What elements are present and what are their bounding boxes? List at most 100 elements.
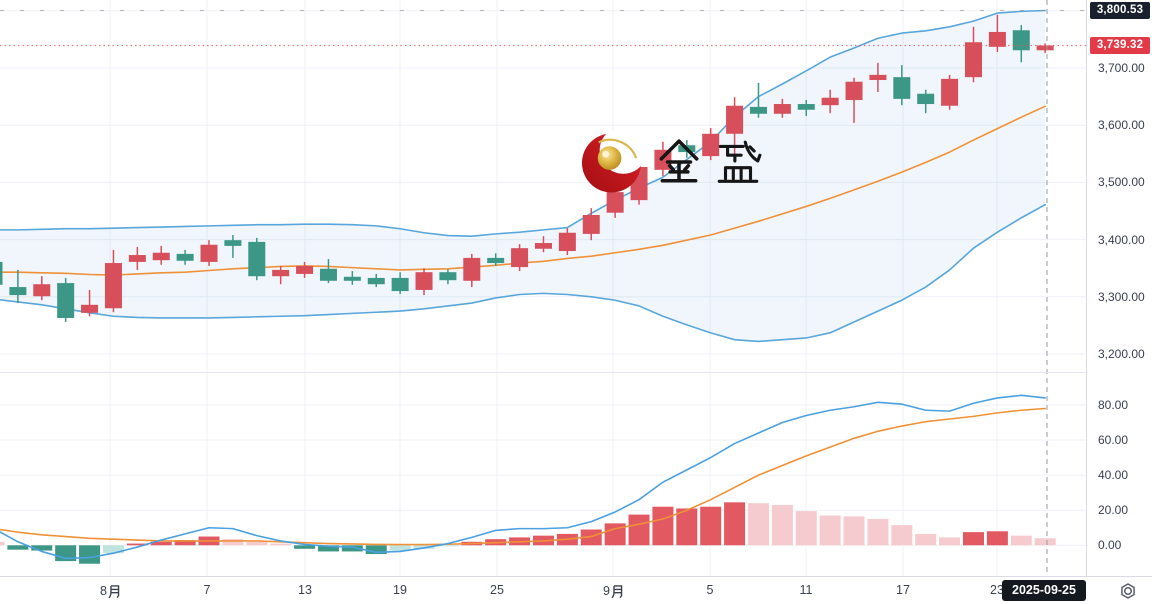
candle-body [678,145,696,153]
price-chart-canvas[interactable]: 金 盛 [0,0,1086,576]
candle-body [296,265,314,274]
histogram-bar [79,545,101,564]
histogram-bar [294,545,316,549]
price-axis-label: 3,600.00 [1098,118,1145,133]
band-value-badge: 3,800.53 [1090,1,1150,19]
bollinger-upper-line [0,9,1046,237]
histogram-bar [389,545,411,551]
candle-body [104,263,122,309]
candle-body [9,287,27,296]
histogram-bar [843,516,865,546]
histogram-bar [771,504,793,546]
candle-body [0,261,3,285]
candle-body [988,31,1006,47]
candle-body [487,257,505,264]
histogram-bar [867,518,889,546]
time-axis-tick: 5 [706,583,714,597]
histogram-bar [246,541,268,546]
candle-body [57,283,75,318]
bollinger-fill [0,10,1046,342]
candle-body [773,104,791,114]
candle-body [630,166,648,201]
indicator-axis-label: 40.00 [1098,468,1129,483]
histogram-bar [962,532,984,546]
candle-body [224,240,242,246]
pane-separator[interactable] [0,372,1152,373]
price-axis-label: 3,300.00 [1098,289,1145,304]
bollinger-lower-line [0,203,1046,343]
histogram-bar [747,503,769,546]
price-axis[interactable]: 3,700.00 3,600.00 3,500.00 3,400.00 3,300.00… [1086,0,1152,604]
candle-body [702,133,720,157]
time-axis-tick: 7 [203,583,211,597]
candle-body [558,232,576,252]
candle-body [654,149,672,170]
candle-body [176,253,194,261]
price-axis-label: 3,700.00 [1098,61,1145,75]
candle-body [248,241,266,277]
indicator-axis-label: 80.00 [1098,397,1129,412]
histogram-bar [1010,535,1032,546]
crosshair-date-badge: 2025-09-25 [1002,580,1086,601]
time-axis-tick: 11 [799,583,813,597]
time-axis-tick: 9 [603,583,623,599]
candle-body [1036,45,1054,51]
candle-body [797,104,815,110]
indicator-axis-label: 60.00 [1098,433,1129,448]
price-axis-label: 3,200.00 [1098,347,1145,361]
candle-body [964,42,982,78]
candle-body [606,192,624,213]
candle-body [272,269,290,277]
histogram-bar [341,545,363,552]
histogram-bar [604,523,626,546]
candle-body [749,106,767,114]
candle-body [391,277,409,292]
time-axis-tick: 13 [298,583,312,597]
candle-body [917,93,935,105]
histogram-bar [1034,538,1056,546]
candle-body [463,257,481,281]
time-axis[interactable]: 8 7 13 19 25 9 5 11 17 23 2025-09-25 [0,576,1152,604]
candle-body [845,81,863,101]
histogram-bar [986,531,1008,546]
candle-body [582,215,600,234]
candle-body [128,255,146,262]
price-axis-label: 3,400.00 [1098,232,1145,247]
histogram-bar [150,541,172,546]
indicator-fast-line [0,394,1046,560]
candle-body [33,284,51,297]
histogram-bar [7,545,29,550]
indicator-slow-line [0,407,1046,546]
histogram-bar [795,511,817,546]
histogram-bar [700,506,722,546]
histogram-bar [628,514,650,546]
indicator-axis-label: 0.00 [1098,538,1122,553]
candle-body [869,74,887,81]
candle-body [1012,30,1030,51]
histogram-bar [365,545,387,555]
settings-gear-icon[interactable] [1119,582,1137,600]
chart-plot[interactable] [0,0,1086,576]
month-character-glyph [611,585,623,599]
histogram-bar [270,543,292,546]
histogram-bar [413,545,435,549]
candle-body [343,276,361,281]
histogram-bar [676,508,698,546]
histogram-bar [580,529,602,546]
histogram-bar [891,525,913,546]
histogram-bar [437,545,459,547]
candle-body [81,304,99,313]
histogram-bar [222,539,244,546]
histogram-bar [652,506,674,546]
histogram-bar [317,545,339,552]
candle-body [319,268,337,281]
candle-body [367,277,385,285]
histogram-bar [31,545,53,551]
time-axis-tick: 25 [490,583,504,597]
candle-body [415,272,433,290]
histogram-bar [102,545,124,554]
histogram-bar [174,540,196,546]
histogram-bar [724,502,746,546]
indicator-axis-label: 20.00 [1098,503,1129,518]
